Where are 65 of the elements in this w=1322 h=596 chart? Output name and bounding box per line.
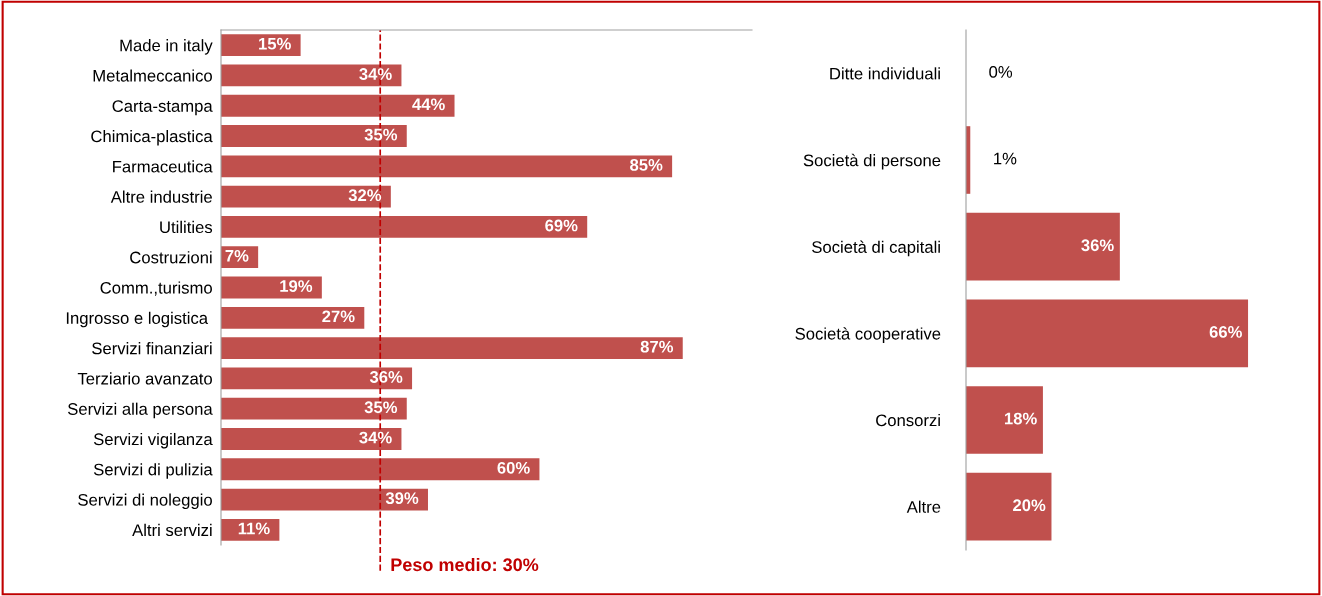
bar	[221, 488, 428, 511]
bar	[221, 185, 391, 208]
y-tick-label: Farmaceutica	[113, 160, 213, 173]
y-tick-label: Chimica-plastica	[91, 129, 213, 146]
data-label: 19%	[280, 280, 313, 292]
bar	[221, 337, 683, 359]
data-label: 34%	[359, 431, 392, 444]
bar	[966, 472, 1052, 541]
y-tick-label: Servizi di pulizia	[93, 463, 213, 479]
data-label: 27%	[322, 310, 355, 323]
data-label: 32%	[348, 189, 382, 202]
data-label: 0%	[989, 66, 1013, 78]
y-tick-label: Società di capitali	[812, 240, 940, 257]
bar	[966, 386, 1043, 454]
bar	[221, 367, 413, 390]
data-label: 35%	[364, 128, 398, 141]
bar	[221, 125, 407, 147]
y-tick-label: Ditte individuali	[830, 67, 940, 80]
data-label: 20%	[1013, 499, 1046, 512]
bar	[221, 64, 402, 87]
y-tick-label: Altri servizi	[132, 523, 212, 537]
y-tick-label: Consorzi	[876, 413, 940, 427]
data-label: 18%	[1004, 412, 1037, 425]
y-tick-label: Società di persone	[803, 153, 941, 170]
y-tick-label: Terziario avanzato	[77, 372, 212, 385]
bar	[221, 155, 673, 178]
data-label: 85%	[630, 159, 663, 171]
y-tick-label: Costruzioni	[130, 251, 212, 264]
y-tick-label: Società cooperative	[795, 327, 941, 343]
bar	[221, 397, 407, 420]
data-label: 66%	[1209, 326, 1242, 338]
data-label: 87%	[640, 340, 674, 353]
y-tick-label: Utilities	[160, 220, 213, 234]
y-tick-label: Ingrosso e logistica	[66, 311, 209, 328]
data-label: 60%	[497, 461, 530, 474]
y-tick-label: Altre	[906, 500, 941, 513]
bar	[221, 306, 365, 329]
data-label: 39%	[385, 492, 419, 505]
bar	[221, 216, 588, 238]
bar	[966, 212, 1120, 281]
ref-line-label: Peso medio: 30%	[391, 557, 539, 572]
bar	[221, 34, 301, 57]
data-label: 1%	[994, 152, 1017, 165]
y-tick-label: Altre industrie	[110, 190, 212, 203]
y-tick-label: Carta-stampa	[112, 100, 213, 116]
y-tick-label: Servizi di noleggio	[78, 493, 212, 510]
data-label: 34%	[359, 68, 392, 80]
y-tick-label: Made in italy	[120, 39, 213, 55]
bar	[966, 299, 1249, 368]
y-tick-label: Servizi alla persona	[67, 402, 213, 419]
data-label: 36%	[1081, 239, 1114, 252]
data-label: 36%	[369, 371, 403, 383]
data-label: 7%	[225, 249, 249, 262]
data-label: 15%	[259, 37, 291, 50]
data-label: 69%	[545, 219, 578, 232]
bar	[221, 428, 402, 450]
data-label: 11%	[238, 522, 270, 535]
bar	[221, 94, 455, 117]
y-tick-label: Servizi finanziari	[92, 342, 212, 355]
data-label: 44%	[412, 98, 445, 111]
y-tick-label: Comm.,turismo	[100, 281, 212, 296]
bar	[221, 458, 540, 481]
data-label: 35%	[364, 401, 398, 414]
y-tick-label: Metalmeccanico	[93, 69, 212, 82]
y-tick-label: Servizi vigilanza	[93, 432, 213, 449]
